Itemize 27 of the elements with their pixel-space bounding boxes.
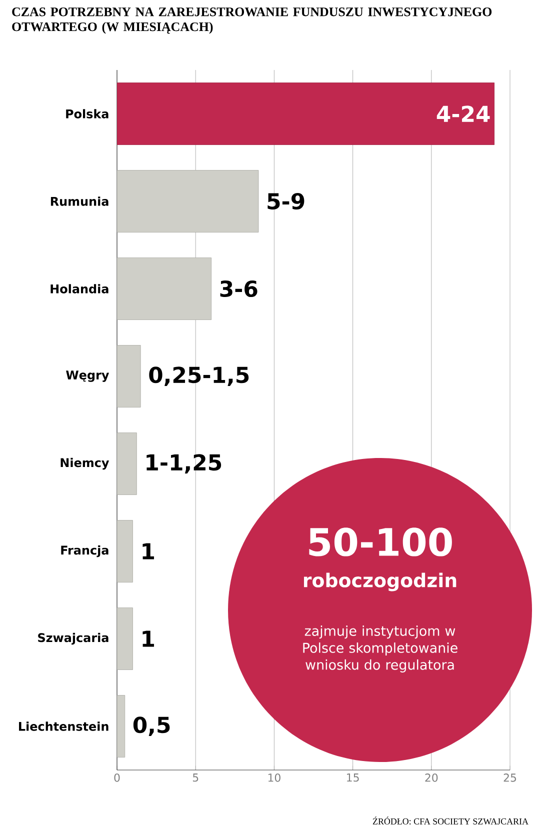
data-label: 5-9: [268, 192, 304, 210]
y-tick-label: Niemcy: [60, 458, 110, 470]
x-tick-label: 20: [425, 774, 438, 782]
y-tick-label: Rumunia: [50, 196, 108, 206]
data-label: 3-6: [220, 280, 258, 298]
y-tick-label: Węgry: [66, 370, 110, 382]
y-tick-label: Liechtenstein: [19, 722, 108, 731]
data-label: 0,5: [133, 716, 170, 736]
annotation: 50-100: [309, 528, 452, 556]
chart-title: CZAS POTRZEBNY NA ZAREJESTROWANIE FUNDUSZU INWESTYCYJNEGO OTWARTEGO (W MIESIĄCACH): [12, 8, 492, 34]
annotation: zajmuje instytucjom w Polsce skompletowanie wniosku do regulatora: [303, 626, 458, 672]
data-label: 1: [142, 630, 154, 647]
y-tick-label: Szwajcaria: [38, 632, 108, 645]
x-tick-label: 15: [347, 774, 359, 782]
y-tick-label: Polska: [66, 109, 108, 118]
data-label: 1-1,25: [146, 454, 222, 474]
x-tick-label: 0: [114, 774, 120, 782]
x-tick-label: 5: [192, 774, 198, 782]
y-tick-label: Holandia: [50, 284, 108, 294]
x-tick-label: 10: [268, 774, 280, 782]
data-label: 0,25-1,5: [149, 366, 249, 386]
data-label: 1: [142, 543, 154, 560]
annotation: roboczogodzin: [304, 572, 456, 592]
text: ŹRÓDŁO: CFA SOCIETY SZWAJCARIA: [372, 816, 528, 824]
y-tick-label: Francja: [61, 545, 108, 558]
data-label: 4-24: [436, 106, 490, 122]
x-tick-label: 25: [504, 774, 516, 782]
